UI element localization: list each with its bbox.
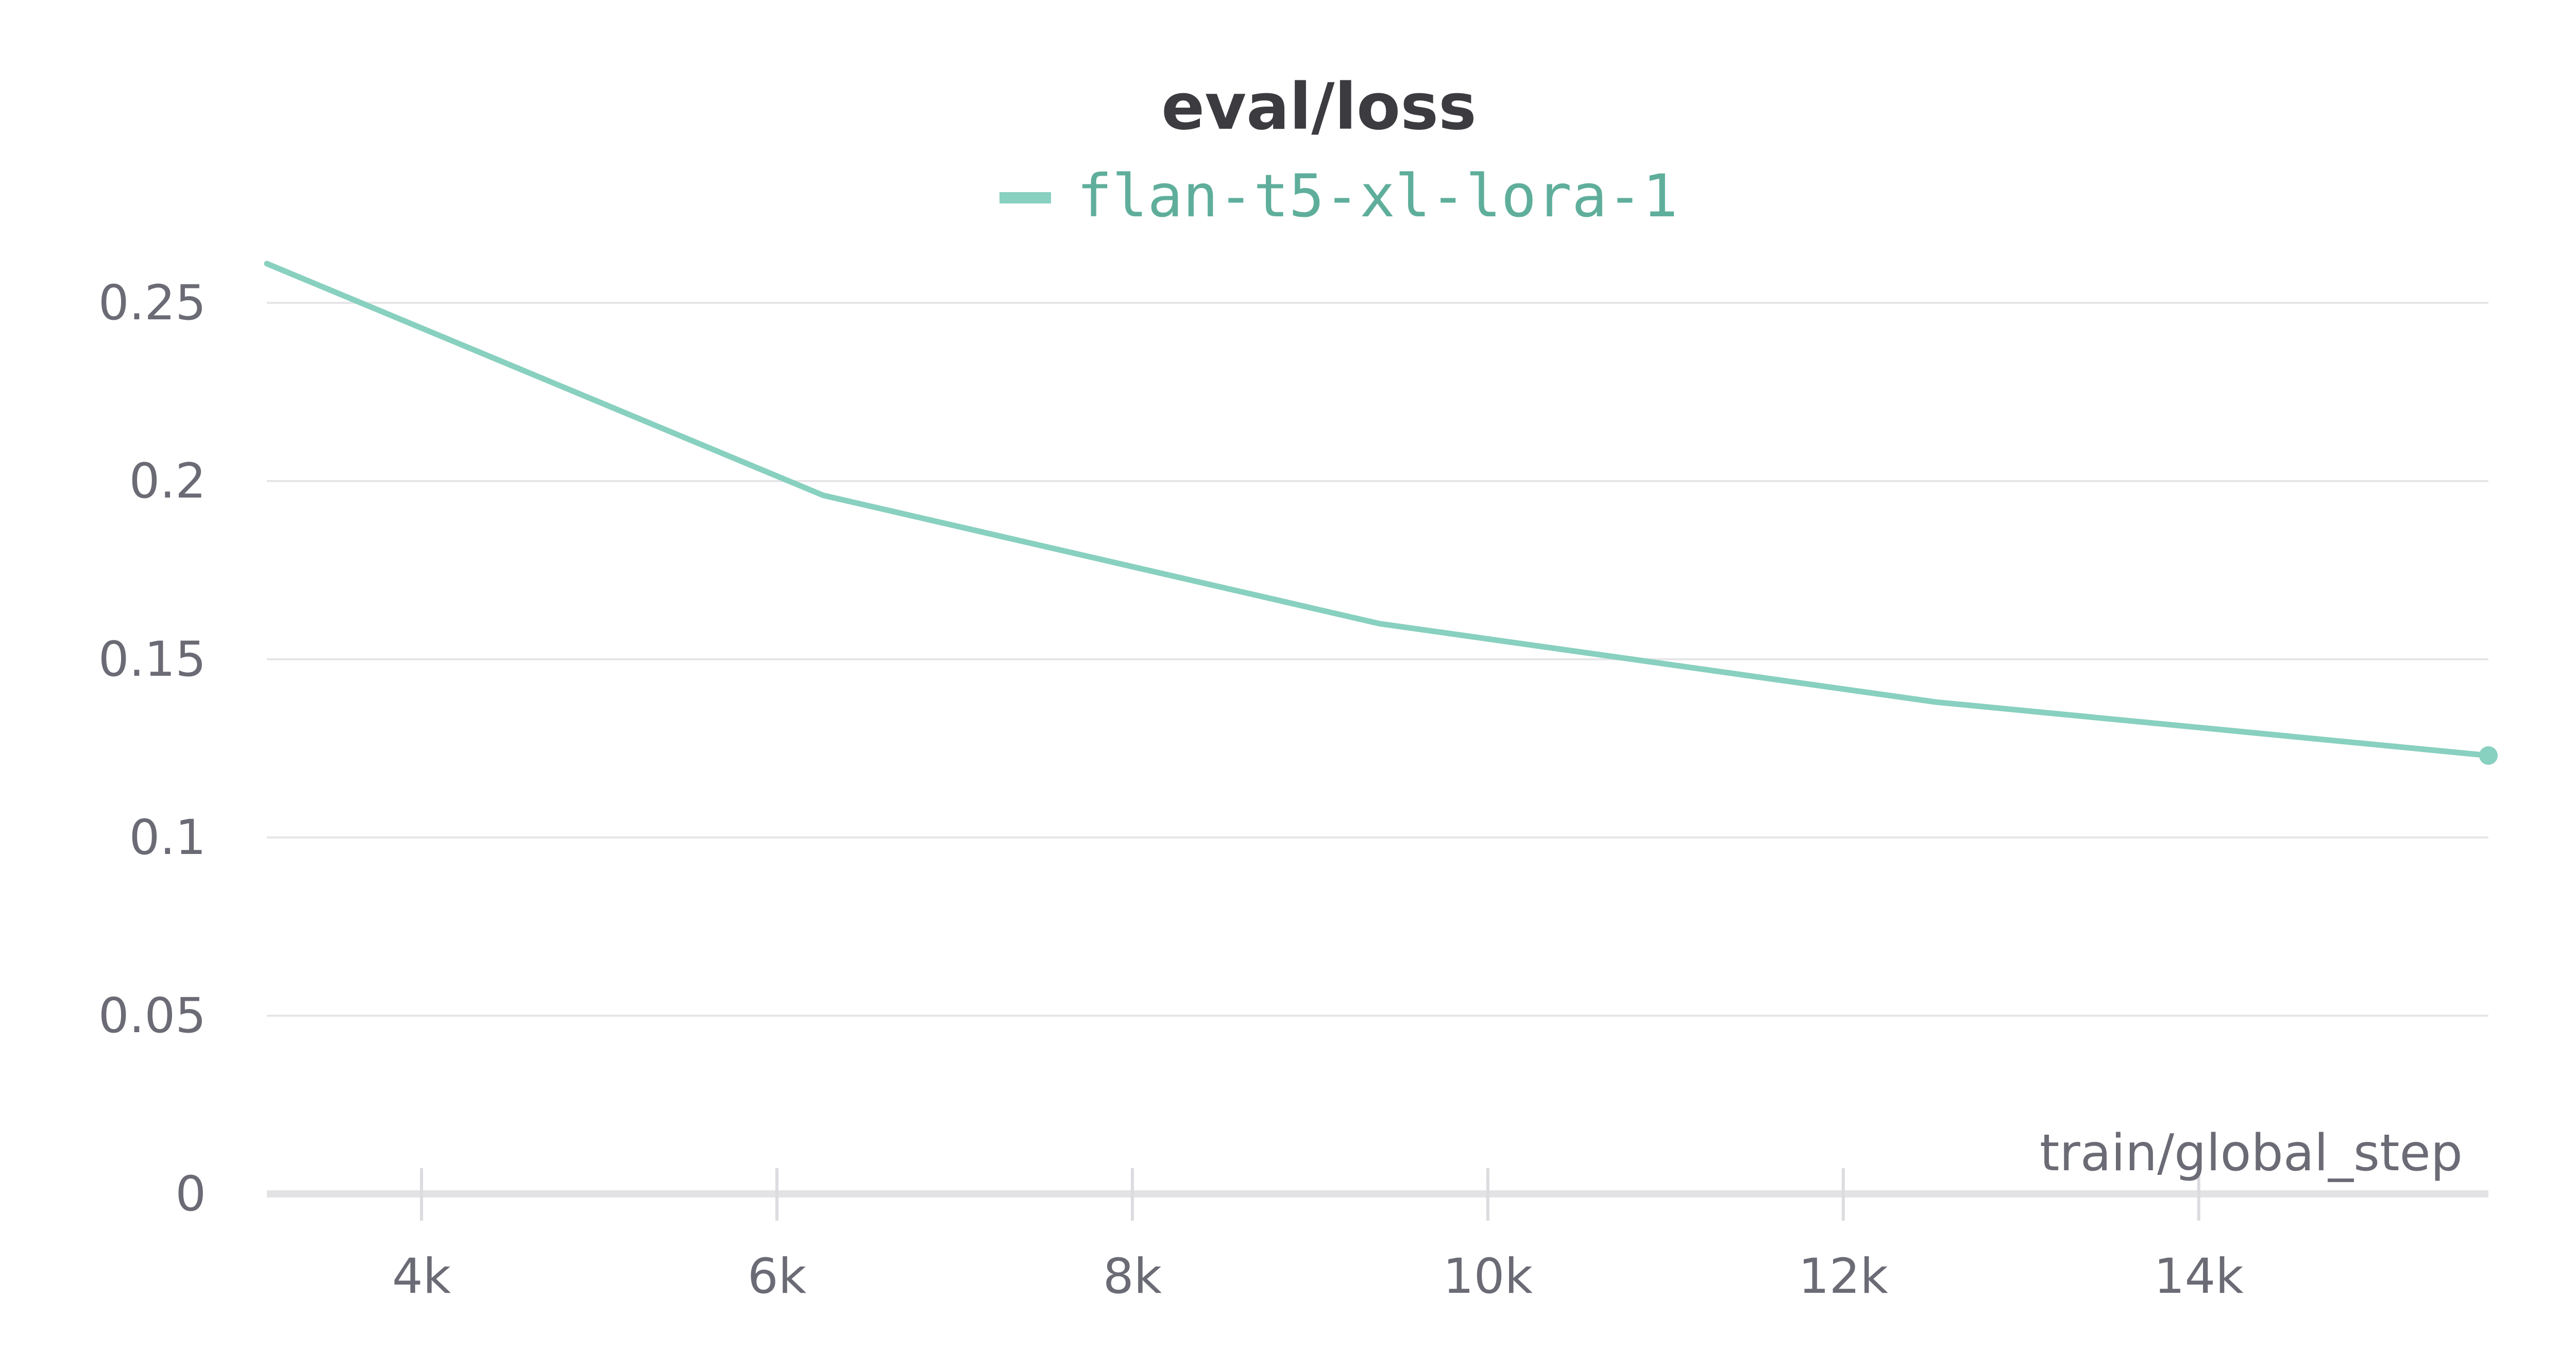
- y-tick-label: 0.25: [98, 275, 206, 331]
- legend-label-flan-t5-xl-lora-1: flan-t5-xl-lora-1: [1077, 162, 1678, 230]
- y-tick-label: 0.2: [129, 453, 207, 509]
- x-axis-title: train/global_step: [2040, 1124, 2463, 1183]
- x-tick-label: 6k: [748, 1249, 807, 1305]
- y-tick-label: 0: [175, 1166, 206, 1222]
- series-line-flan-t5-xl-lora-1: [264, 261, 2492, 759]
- x-tick-label: 12k: [1799, 1249, 1889, 1305]
- y-tick-label: 0.1: [129, 810, 207, 866]
- series-layer: [264, 261, 2498, 765]
- x-tick-label: 10k: [1443, 1249, 1533, 1305]
- y-tick-label: 0.15: [98, 631, 206, 688]
- legend[interactable]: flan-t5-xl-lora-1: [999, 162, 1678, 230]
- y-tick-label: 0.05: [98, 988, 206, 1044]
- y-axis-tick-labels: 0 0.05 0.1 0.15 0.2 0.25: [98, 275, 206, 1222]
- gridlines: [267, 302, 2488, 1017]
- x-axis-ticks: 4k 6k 8k 10k 12k 14k: [392, 1168, 2244, 1305]
- x-tick-label: 4k: [392, 1249, 451, 1305]
- x-tick-label: 14k: [2154, 1249, 2244, 1305]
- x-tick-label: 8k: [1103, 1249, 1162, 1305]
- series-end-point: [2479, 746, 2498, 765]
- chart-title: eval/loss: [1161, 70, 1477, 144]
